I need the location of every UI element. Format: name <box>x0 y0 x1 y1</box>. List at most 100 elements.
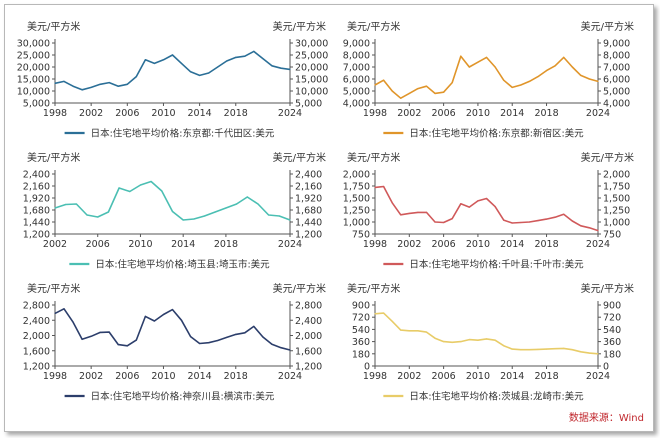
data-point <box>563 56 565 59</box>
data-point <box>408 212 410 214</box>
data-point <box>417 88 419 90</box>
x-tick-label: 2002 <box>397 108 421 119</box>
y-tick-label-right: 6,000 <box>603 75 630 86</box>
x-tick-label: 2024 <box>278 371 302 382</box>
data-point <box>289 68 291 70</box>
data-point <box>135 76 137 78</box>
data-point <box>225 207 227 209</box>
data-point <box>126 345 128 347</box>
y-tick-label-left: 0 <box>364 362 370 373</box>
data-point <box>90 335 92 337</box>
data-point <box>117 344 119 346</box>
data-point <box>161 190 163 192</box>
unit-label-left: 美元/平方米 <box>27 282 80 295</box>
y-tick-label-right: 540 <box>603 325 621 336</box>
unit-label-left: 美元/平方米 <box>347 151 400 164</box>
x-tick-label: 2006 <box>432 108 456 119</box>
data-point <box>81 89 83 91</box>
data-point <box>171 54 174 56</box>
data-point <box>54 312 56 314</box>
x-tick-label: 2014 <box>188 371 212 382</box>
data-point <box>477 200 479 202</box>
data-point <box>503 79 505 81</box>
legend-label: 日本:住宅地平均价格:东京都:新宿区:美元 <box>409 128 584 140</box>
data-point <box>126 83 128 85</box>
data-point <box>180 319 183 321</box>
data-point <box>451 82 453 84</box>
data-point <box>443 91 445 93</box>
data-point <box>477 61 479 63</box>
data-point <box>554 348 556 350</box>
x-tick-label: 2014 <box>188 108 212 119</box>
y-tick-label-right: 4,000 <box>603 99 630 110</box>
data-point <box>236 203 238 205</box>
legend-label: 日本:住宅地平均价格:东京都:千代田区:美元 <box>91 128 275 140</box>
data-point <box>383 185 385 188</box>
data-point <box>144 59 146 61</box>
data-point <box>226 60 228 62</box>
y-tick-label-right: 5,000 <box>603 87 630 98</box>
y-tick-label-right: 8,000 <box>603 51 630 62</box>
unit-label-left: 美元/平方米 <box>27 151 80 164</box>
x-tick-label: 2010 <box>151 108 175 119</box>
x-tick-label: 2024 <box>586 371 610 382</box>
data-point <box>135 339 137 341</box>
data-point <box>563 213 565 215</box>
y-tick-label-right: 5,000 <box>295 99 322 110</box>
data-point <box>588 227 591 229</box>
unit-label-left: 美元/平方米 <box>27 20 80 33</box>
data-point <box>72 85 74 87</box>
y-tick-label-right: 750 <box>603 230 621 241</box>
data-point <box>563 347 565 349</box>
y-tick-label-left: 2,000 <box>343 170 370 181</box>
series-line <box>374 55 599 99</box>
x-tick-label: 1998 <box>43 371 67 382</box>
y-tick-label-right: 10,000 <box>295 87 328 98</box>
series-line <box>54 50 291 91</box>
data-point <box>108 331 110 333</box>
x-tick-label: 2018 <box>534 371 558 382</box>
data-point <box>408 330 410 332</box>
data-point <box>443 221 445 224</box>
data-point <box>425 211 428 213</box>
data-point <box>460 55 462 57</box>
data-point <box>171 309 174 311</box>
y-tick-label-left: 900 <box>352 301 370 312</box>
x-tick-label: 2024 <box>278 239 302 250</box>
data-point <box>451 341 453 343</box>
x-tick-label: 2014 <box>500 371 524 382</box>
data-point <box>468 66 470 68</box>
x-tick-label: 2006 <box>432 239 456 250</box>
data-point <box>226 336 228 338</box>
data-point <box>253 325 255 327</box>
data-point <box>597 80 599 82</box>
data-point <box>434 337 436 339</box>
data-point <box>494 66 496 68</box>
y-tick-label-left: 1,920 <box>23 194 50 205</box>
data-point <box>190 336 192 338</box>
data-point <box>451 218 453 220</box>
y-tick-label-right: 2,400 <box>295 170 322 181</box>
data-point <box>268 214 270 216</box>
data-point <box>400 214 402 216</box>
data-point <box>217 66 219 68</box>
data-point <box>400 329 402 331</box>
x-tick-label: 2006 <box>86 239 110 250</box>
y-tick-label-left: 1,680 <box>23 206 50 217</box>
data-point <box>117 85 119 87</box>
y-tick-label-left: 9,000 <box>343 39 370 50</box>
y-tick-label-left: 5,000 <box>343 87 370 98</box>
y-tick-label-left: 1,600 <box>23 346 50 357</box>
x-tick-label: 2018 <box>224 108 248 119</box>
y-tick-label-right: 1,000 <box>603 218 630 229</box>
data-point <box>271 65 273 67</box>
data-point <box>528 349 531 351</box>
y-tick-label-left: 1,440 <box>23 218 50 229</box>
legend-label: 日本:住宅地平均价格:埼玉县:埼玉市:美元 <box>95 259 270 271</box>
y-tick-label-right: 1,600 <box>295 346 322 357</box>
data-point <box>468 339 470 341</box>
x-tick-label: 2002 <box>397 239 421 250</box>
x-tick-label: 2018 <box>534 239 558 250</box>
y-tick-label-left: 1,200 <box>23 230 50 241</box>
